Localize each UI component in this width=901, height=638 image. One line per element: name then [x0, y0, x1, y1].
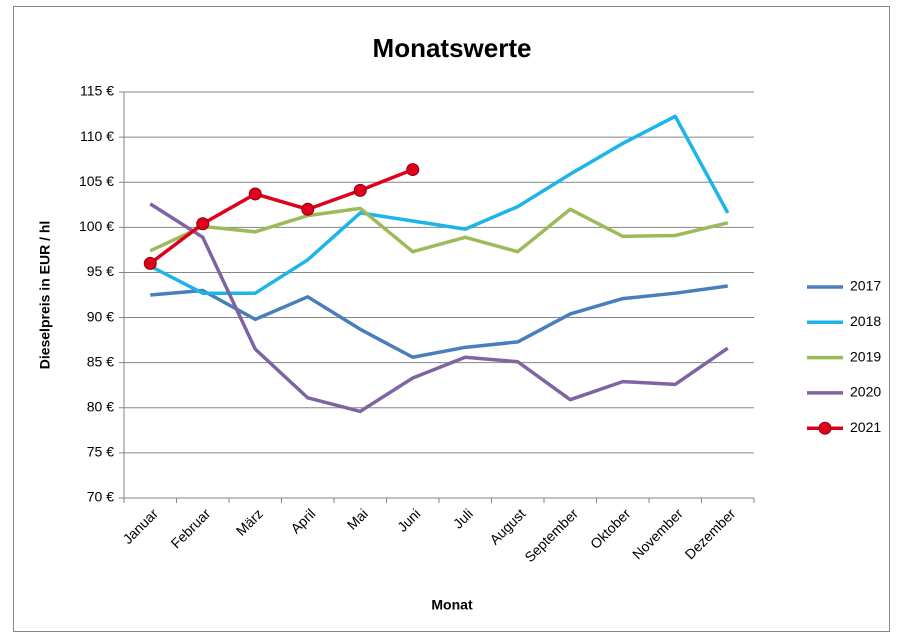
y-tick-label: 80 €	[87, 398, 114, 414]
y-tick-label: 110 €	[80, 128, 114, 144]
legend-label: 2019	[850, 348, 881, 364]
y-tick-label: 115 €	[80, 83, 114, 99]
legend-label: 2018	[850, 313, 881, 329]
chart-frame	[13, 6, 890, 632]
legend-label: 2021	[850, 419, 881, 435]
legend-label: 2020	[850, 384, 881, 400]
series-line	[149, 114, 730, 295]
marker	[406, 163, 420, 177]
series-line	[149, 167, 414, 265]
x-axis-label: Monat	[431, 597, 473, 613]
y-tick-label: 100 €	[79, 218, 114, 234]
legend-marker	[818, 421, 832, 435]
series-line	[149, 202, 729, 414]
series-line	[150, 284, 728, 360]
y-tick-label: 75 €	[87, 444, 114, 460]
chart-title: Monatswerte	[373, 33, 532, 63]
marker	[353, 183, 367, 197]
y-tick-label: 95 €	[87, 263, 114, 279]
legend-label: 2017	[850, 278, 881, 294]
y-tick-label: 105 €	[79, 173, 114, 189]
y-tick-label: 85 €	[87, 353, 114, 369]
marker	[248, 187, 262, 201]
marker	[143, 256, 157, 270]
marker	[196, 217, 210, 231]
y-axis-label: Dieselpreis in EUR / hl	[37, 221, 53, 370]
series-line	[149, 206, 729, 254]
marker	[301, 202, 315, 216]
y-tick-label: 90 €	[87, 308, 114, 324]
y-tick-label: 70 €	[87, 489, 114, 505]
